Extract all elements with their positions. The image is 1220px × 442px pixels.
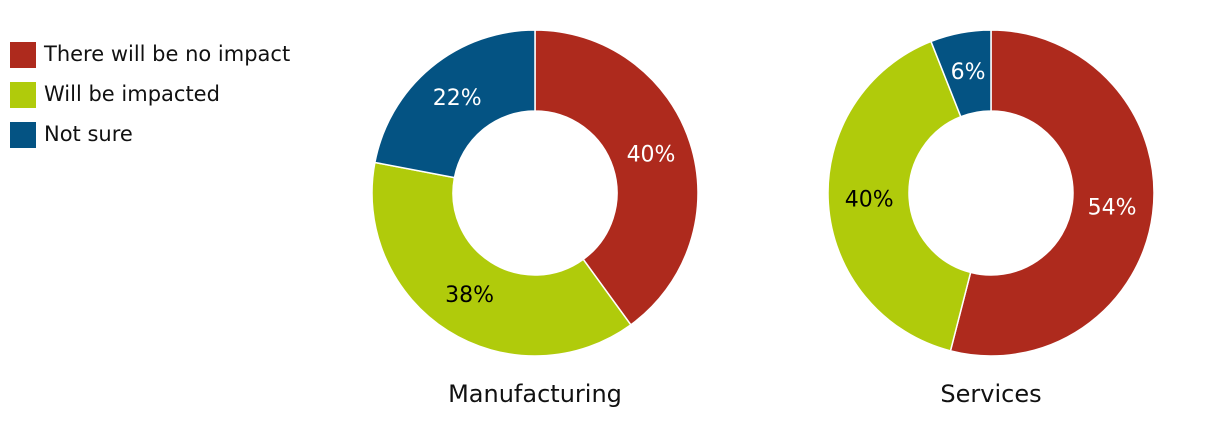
- legend-label: There will be no impact: [43, 42, 290, 66]
- legend-swatch: [10, 82, 36, 108]
- value-label: 6%: [951, 60, 986, 85]
- donut-slice: [534, 29, 699, 326]
- legend-label: Not sure: [44, 122, 133, 146]
- legend-swatch: [10, 42, 36, 68]
- value-label: 40%: [627, 142, 676, 167]
- donut-slice: [374, 29, 536, 179]
- donut-slice: [827, 40, 972, 352]
- value-label: 38%: [445, 283, 494, 308]
- chart-title: Services: [940, 380, 1041, 408]
- chart-title: Manufacturing: [448, 380, 622, 408]
- donut-slice: [930, 29, 992, 118]
- donut-slice: [949, 29, 1155, 357]
- donut-slice: [371, 161, 632, 357]
- value-label: 22%: [433, 86, 482, 111]
- legend-swatch: [10, 122, 36, 148]
- value-label: 54%: [1088, 195, 1137, 220]
- legend-label: Will be impacted: [44, 82, 220, 106]
- value-label: 40%: [845, 188, 894, 213]
